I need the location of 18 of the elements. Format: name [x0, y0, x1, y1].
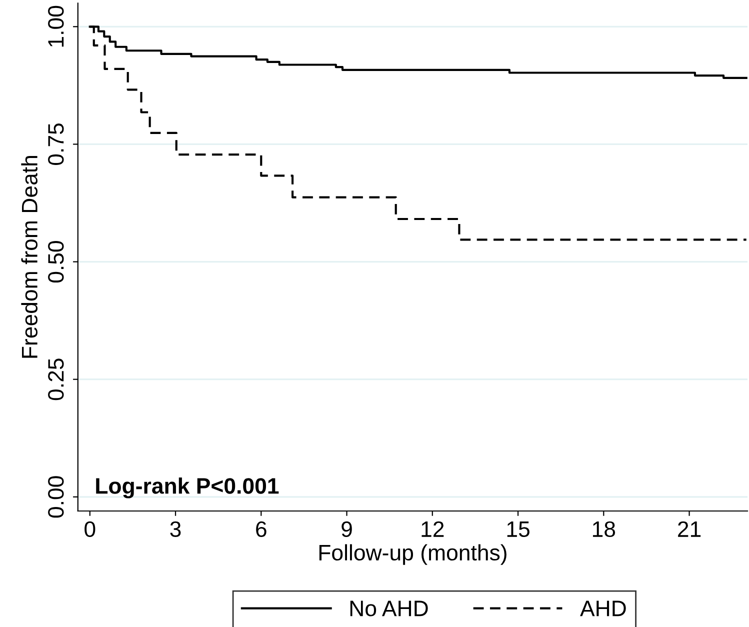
x-tick-label: 12 [422, 521, 444, 537]
x-tick-label: 15 [507, 522, 530, 538]
legend-label: No AHD [350, 600, 428, 616]
y-tick-label: 0.25 [48, 358, 64, 400]
y-tick-label: 0.50 [48, 241, 64, 283]
y-tick-label: 0.75 [48, 124, 64, 165]
x-tick-label: 9 [342, 521, 352, 538]
y-tick-label: 0.00 [48, 476, 64, 518]
annotation: Log-rank P<0.001 [96, 477, 279, 498]
x-tick-label: 3 [170, 521, 181, 538]
x-tick-label: 0 [84, 521, 96, 538]
legend-label: AHD [580, 600, 626, 616]
x-tick-label: 6 [256, 521, 266, 538]
x-axis-title: Follow-up (months) [319, 544, 506, 565]
x-tick-label: 21 [678, 521, 701, 537]
x-tick-label: 18 [592, 521, 616, 538]
y-axis-title: Freedom from Death [21, 156, 38, 358]
y-tick-label: 1.00 [48, 6, 64, 47]
